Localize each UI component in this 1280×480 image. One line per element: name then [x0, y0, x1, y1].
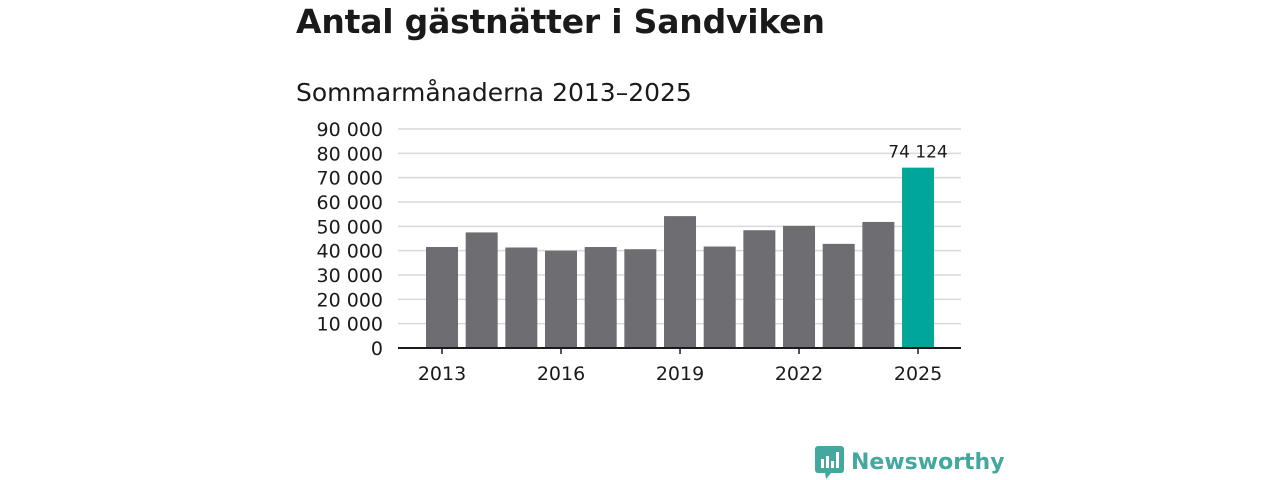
bar-2016 [545, 250, 578, 348]
y-tick-label: 30 000 [317, 265, 383, 287]
x-tick-label: 2022 [775, 363, 823, 385]
bar-2015 [505, 247, 538, 348]
bar-2018 [624, 249, 657, 348]
bar-2014 [465, 232, 498, 348]
y-tick-label: 70 000 [317, 168, 383, 190]
bar-2021 [743, 230, 776, 348]
y-tick-label: 20 000 [317, 289, 383, 311]
x-tick-label: 2019 [656, 363, 704, 385]
newsworthy-logo-icon [815, 446, 844, 479]
y-tick-label: 60 000 [317, 192, 383, 214]
brand-name: Newsworthy [851, 450, 1005, 475]
y-tick-label: 90 000 [317, 119, 383, 141]
bar-2022 [783, 225, 816, 348]
bars [426, 167, 935, 348]
chart-title: Antal gästnätter i Sandviken [296, 2, 825, 41]
bar-2013 [426, 247, 458, 348]
y-tick-label: 40 000 [317, 241, 383, 263]
x-tick-label: 2025 [894, 363, 942, 385]
bar-2019 [664, 216, 697, 348]
data-label: 74 124 [888, 143, 947, 163]
bar-2024 [862, 221, 895, 348]
x-tick-label: 2013 [418, 363, 466, 385]
brand-logo: Newsworthy [815, 446, 1005, 480]
chart-subtitle: Sommarmånaderna 2013–2025 [296, 78, 692, 107]
bar-2025 [902, 167, 935, 348]
bar-2023 [822, 243, 855, 348]
data-labels: 74 124 [888, 143, 947, 163]
y-tick-label: 50 000 [317, 216, 383, 238]
y-tick-label: 80 000 [317, 143, 383, 165]
y-tick-label: 0 [371, 338, 383, 360]
bar-2020 [703, 246, 736, 348]
bar-2017 [584, 247, 617, 348]
x-tick-label: 2016 [537, 363, 585, 385]
y-tick-label: 10 000 [317, 314, 383, 336]
x-axis-labels: 2013 2016 2019 2022 2025 [418, 348, 942, 385]
